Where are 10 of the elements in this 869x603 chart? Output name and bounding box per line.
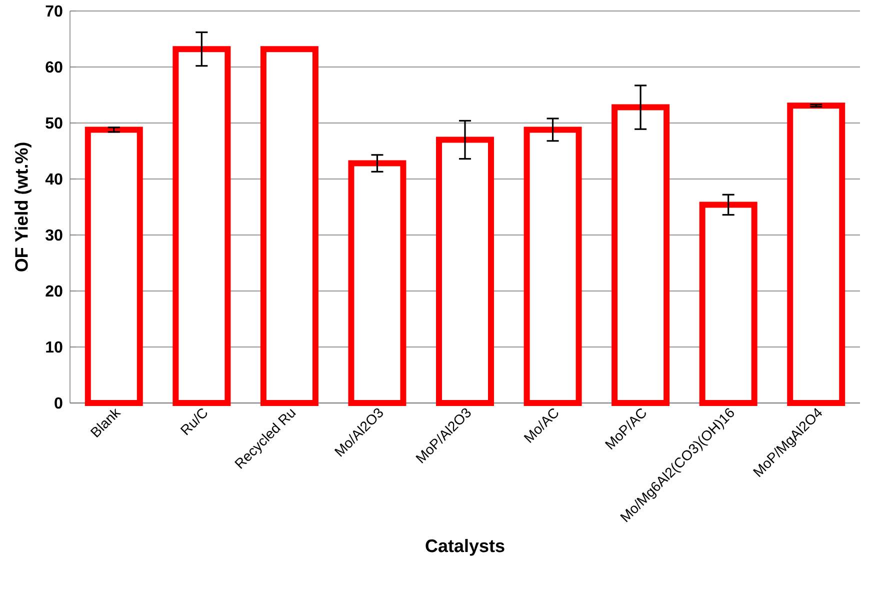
y-axis-title: OF Yield (wt.%) [14,142,32,272]
y-tick-label: 60 [46,61,62,73]
x-axis-title: Catalysts [426,538,504,556]
y-tick-label: 30 [46,229,62,241]
y-tick-label: 70 [46,5,62,17]
y-tick-label: 0 [54,397,62,409]
y-tick-label: 10 [46,341,62,353]
y-tick-label: 50 [46,117,62,129]
y-tick-label: 40 [45,173,62,185]
y-tick-label: 20 [46,285,62,297]
